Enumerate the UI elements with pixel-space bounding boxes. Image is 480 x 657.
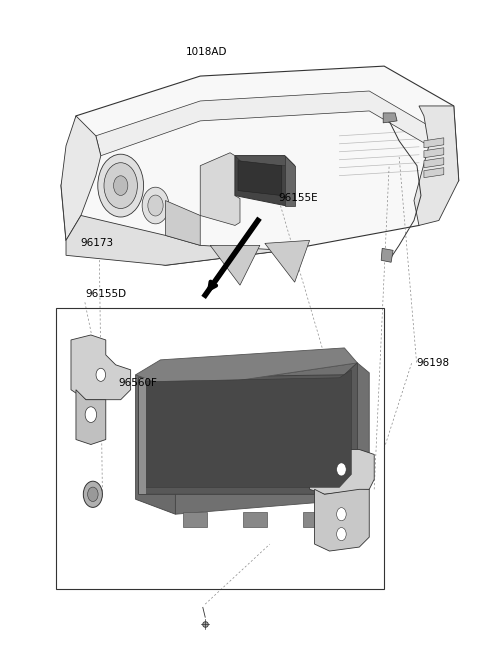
Polygon shape [381, 248, 393, 262]
Circle shape [96, 369, 106, 381]
Circle shape [84, 481, 102, 507]
Polygon shape [302, 512, 326, 527]
Circle shape [148, 195, 163, 216]
Polygon shape [383, 113, 397, 123]
Circle shape [336, 463, 346, 476]
Polygon shape [314, 489, 369, 551]
Polygon shape [424, 168, 444, 177]
Text: 1018AD: 1018AD [186, 47, 228, 57]
Polygon shape [424, 138, 444, 148]
Circle shape [98, 154, 144, 217]
Polygon shape [139, 363, 357, 494]
Polygon shape [76, 390, 106, 445]
Polygon shape [61, 116, 101, 240]
Circle shape [114, 176, 128, 195]
Polygon shape [71, 335, 131, 399]
Circle shape [85, 407, 96, 422]
Polygon shape [136, 374, 175, 514]
Text: 96173: 96173 [80, 238, 113, 248]
Polygon shape [200, 152, 240, 225]
Polygon shape [424, 148, 444, 158]
Text: 96560F: 96560F [118, 378, 157, 388]
Polygon shape [61, 66, 459, 265]
Polygon shape [136, 348, 357, 390]
Circle shape [104, 163, 137, 208]
Circle shape [336, 508, 346, 521]
Polygon shape [139, 378, 145, 494]
Polygon shape [310, 449, 374, 494]
Polygon shape [175, 363, 369, 514]
Text: 96155E: 96155E [278, 193, 318, 202]
Polygon shape [141, 370, 351, 487]
Text: 96198: 96198 [417, 357, 450, 367]
Polygon shape [183, 512, 207, 527]
Circle shape [142, 187, 169, 224]
Circle shape [336, 528, 346, 541]
Polygon shape [210, 245, 260, 285]
Polygon shape [235, 156, 295, 166]
Polygon shape [166, 200, 200, 245]
Polygon shape [265, 240, 310, 283]
Polygon shape [66, 215, 285, 265]
Polygon shape [424, 158, 444, 168]
Polygon shape [96, 91, 429, 156]
Polygon shape [285, 156, 295, 206]
Polygon shape [344, 363, 357, 494]
Circle shape [88, 487, 98, 501]
Polygon shape [414, 106, 459, 225]
Polygon shape [238, 161, 282, 196]
Text: 96155D: 96155D [85, 289, 126, 299]
Polygon shape [235, 156, 295, 206]
Polygon shape [243, 512, 267, 527]
